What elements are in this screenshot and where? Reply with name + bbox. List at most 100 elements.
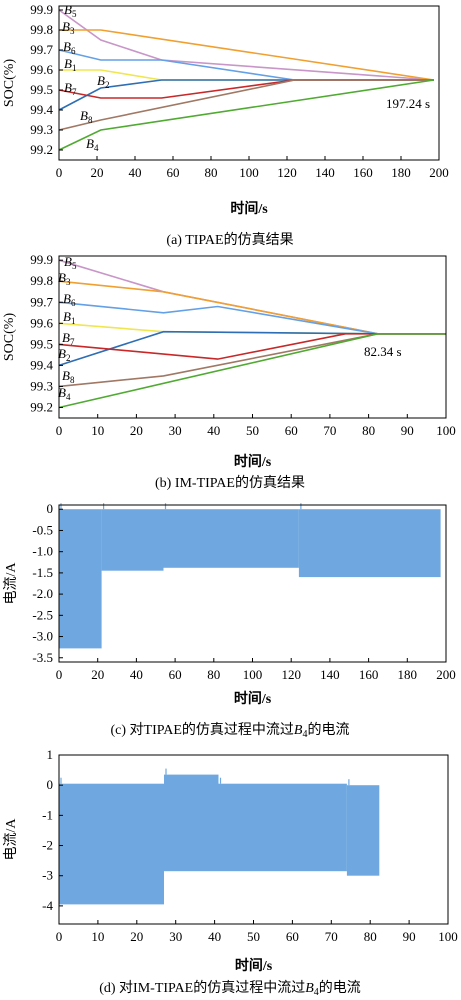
x-axis-label: 时间/s <box>235 957 273 974</box>
y-tick-label: 99.6 <box>30 315 53 330</box>
x-tick-label: 10 <box>91 423 104 438</box>
series-label-B8: B8 <box>80 108 93 125</box>
x-tick-label: 90 <box>401 423 414 438</box>
x-axis-label: 时间/s <box>234 690 272 707</box>
series-label-B3: B3 <box>62 19 75 36</box>
x-tick-label: 40 <box>129 165 142 180</box>
x-tick-label: 0 <box>56 165 63 180</box>
y-tick-label: -1 <box>42 807 53 822</box>
x-tick-label: 100 <box>239 165 259 180</box>
x-tick-label: 50 <box>246 423 259 438</box>
y-tick-label: 99.7 <box>30 42 53 57</box>
series-label-B3: B3 <box>58 270 71 287</box>
x-tick-label: 120 <box>281 667 301 682</box>
end-time-annotation: 82.34 s <box>364 344 402 359</box>
x-tick-label: 70 <box>323 423 336 438</box>
x-axis-label: 时间/s <box>234 453 272 470</box>
y-tick-label: -1.0 <box>32 544 53 559</box>
y-tick-label: -1.5 <box>32 565 53 580</box>
plot-frame <box>58 5 440 161</box>
series-label-B7: B7 <box>62 330 75 347</box>
y-tick-label: -3.0 <box>32 629 53 644</box>
x-tick-label: 0 <box>56 667 63 682</box>
x-tick-label: 20 <box>91 667 104 682</box>
y-tick-label: -4 <box>42 898 53 913</box>
x-tick-label: 40 <box>208 929 221 944</box>
series-label-B1: B1 <box>63 309 75 326</box>
x-tick-label: 10 <box>91 929 104 944</box>
series-label-B7: B7 <box>64 80 77 97</box>
series-label-B2: B2 <box>97 73 109 90</box>
series-label-B4: B4 <box>58 385 71 402</box>
x-tick-label: 60 <box>169 667 182 682</box>
x-tick-label: 80 <box>362 423 375 438</box>
y-tick-label: 1 <box>47 747 54 762</box>
x-tick-label: 20 <box>91 165 104 180</box>
y-axis-label: SOC(%) <box>2 59 17 108</box>
series-label-B5: B5 <box>64 254 77 271</box>
series-label-B4: B4 <box>86 136 99 153</box>
y-tick-label: 99.2 <box>30 142 53 157</box>
y-axis-label: 电流/A <box>3 562 19 605</box>
x-tick-label: 50 <box>247 929 260 944</box>
y-tick-label: 99.9 <box>30 252 53 267</box>
end-time-annotation: 197.24 s <box>386 96 430 111</box>
y-tick-label: 0 <box>47 501 54 516</box>
series-line-B4 <box>58 79 434 151</box>
current-segment-3 <box>218 783 347 872</box>
x-tick-label: 60 <box>285 423 298 438</box>
x-tick-label: 60 <box>286 929 299 944</box>
y-tick-label: 99.8 <box>30 22 53 37</box>
x-tick-label: 40 <box>207 423 220 438</box>
x-tick-label: 160 <box>359 667 379 682</box>
x-tick-label: 100 <box>243 667 263 682</box>
x-tick-label: 160 <box>353 165 373 180</box>
x-tick-label: 80 <box>207 667 220 682</box>
current-segment-4 <box>298 509 441 578</box>
x-tick-label: 200 <box>429 165 449 180</box>
x-tick-label: 100 <box>436 423 456 438</box>
y-tick-label: 0 <box>47 777 54 792</box>
x-tick-label: 40 <box>130 667 143 682</box>
x-tick-label: 180 <box>391 165 411 180</box>
x-tick-label: 90 <box>403 929 416 944</box>
y-tick-label: -0.5 <box>32 522 53 537</box>
y-tick-label: -2.0 <box>32 586 53 601</box>
current-segment-3 <box>163 509 299 568</box>
y-tick-label: -3.5 <box>32 650 53 665</box>
x-tick-label: 30 <box>169 929 182 944</box>
y-axis-label: 电流/A <box>3 818 19 861</box>
x-tick-label: 100 <box>438 929 458 944</box>
y-tick-label: -2 <box>42 838 53 853</box>
series-line-B3 <box>59 29 434 81</box>
x-tick-label: 20 <box>130 423 143 438</box>
chart-caption: (d) 对IM-TIPAE的仿真过程中流过B4的电流 <box>99 980 361 998</box>
series-label-B8: B8 <box>62 368 75 385</box>
series-line-B4 <box>58 332 446 409</box>
x-axis-label: 时间/s <box>230 200 268 217</box>
y-tick-label: -3 <box>42 868 53 883</box>
x-tick-label: 0 <box>56 929 63 944</box>
y-tick-label: 99.3 <box>30 122 53 137</box>
chart-3: 0 20 40 60 80 100 120 140 160 180 200 0 -0.5 -1.0 -1.5… <box>3 501 456 740</box>
y-tick-label: 99.5 <box>30 336 53 351</box>
x-tick-label: 200 <box>436 667 456 682</box>
y-tick-label: 99.4 <box>30 357 53 372</box>
x-tick-label: 20 <box>130 929 143 944</box>
series-label-B5: B5 <box>64 2 77 19</box>
current-segment-1 <box>59 783 164 905</box>
x-tick-label: 80 <box>205 165 218 180</box>
x-tick-label: 70 <box>325 929 338 944</box>
x-tick-label: 140 <box>320 667 340 682</box>
current-segment-4 <box>346 785 380 876</box>
x-tick-label: 140 <box>315 165 335 180</box>
y-tick-label: -2.5 <box>32 607 53 622</box>
current-segment-1 <box>59 509 102 649</box>
y-tick-label: 99.6 <box>30 62 53 77</box>
series-line-B8 <box>58 79 434 131</box>
y-tick-label: 99.3 <box>30 378 53 393</box>
chart-caption: (c) 对TIPAE的仿真过程中流过B4的电流 <box>111 722 350 740</box>
